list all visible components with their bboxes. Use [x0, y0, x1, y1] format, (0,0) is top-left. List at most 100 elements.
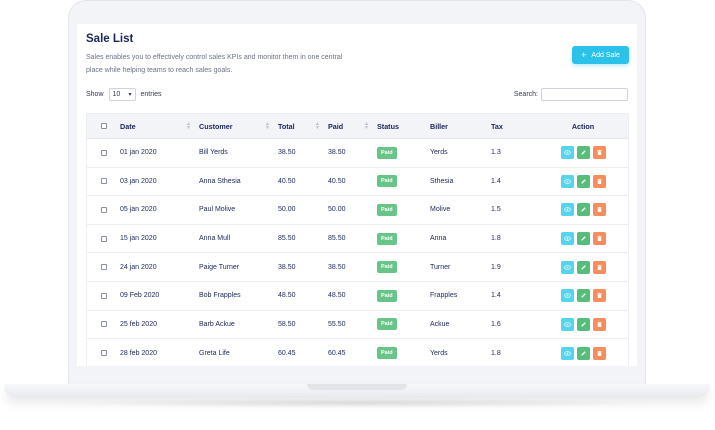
cell-tax: 1.4 [491, 292, 501, 300]
status-badge: Paid [377, 203, 397, 216]
view-button[interactable] [560, 346, 574, 360]
table-row: 09 Feb 2020 Bob Frapples 48.50 48.50 Pai… [87, 282, 628, 311]
cell-status: Paid [377, 347, 430, 360]
pencil-icon [580, 207, 586, 213]
cell-actions [536, 203, 630, 217]
column-header-customer[interactable]: Customer ▲ ▼ [199, 122, 278, 131]
column-header-action: Action [536, 122, 630, 131]
status-badge: Paid [377, 146, 397, 159]
cell-paid: 55.50 [328, 320, 346, 328]
cell-biller: Yerds [430, 149, 448, 157]
delete-button[interactable] [592, 317, 606, 331]
row-checkbox[interactable] [100, 206, 107, 213]
view-button[interactable] [560, 317, 574, 331]
view-button[interactable] [560, 289, 574, 303]
delete-button[interactable] [592, 289, 606, 303]
cell-paid: 85.50 [328, 235, 346, 243]
eye-icon [563, 179, 571, 184]
cell-biller: Frapples [430, 292, 458, 300]
cell-status: Paid [377, 203, 430, 216]
row-checkbox[interactable] [100, 321, 107, 328]
status-badge: Paid [377, 318, 397, 331]
trash-icon [596, 321, 602, 327]
column-header-total[interactable]: Total ▲ ▼ [278, 122, 328, 131]
status-badge: Paid [377, 232, 397, 245]
row-checkbox[interactable] [100, 149, 107, 156]
view-button[interactable] [560, 174, 574, 188]
cell-biller: Anna [430, 235, 447, 243]
row-select-cell [87, 264, 120, 271]
search-input[interactable] [541, 88, 628, 101]
row-checkbox[interactable] [100, 235, 107, 242]
cell-total: 40.50 [278, 177, 296, 185]
add-sale-button[interactable]: + Add Sale [572, 46, 629, 64]
column-header-status[interactable]: Status [377, 122, 430, 131]
cell-total: 38.50 [278, 263, 296, 271]
row-checkbox[interactable] [100, 264, 107, 271]
cell-paid: 38.50 [328, 149, 346, 157]
cell-customer: Bill Yerds [199, 149, 228, 157]
cell-tax: 1.8 [491, 235, 501, 243]
column-header-biller[interactable]: Biller [430, 122, 491, 131]
cell-customer: Anna Sthesia [199, 177, 241, 185]
eye-icon [563, 293, 571, 298]
show-label: Show [86, 91, 104, 98]
edit-button[interactable] [576, 317, 590, 331]
table-row: 24 jan 2020 Paige Turner 38.50 38.50 Pai… [87, 253, 628, 282]
delete-button[interactable] [592, 260, 606, 274]
delete-button[interactable] [592, 346, 606, 360]
cell-customer: Bob Frapples [199, 292, 241, 300]
entries-control: Show 10 ▾ entries [86, 88, 162, 101]
entries-label: entries [140, 91, 162, 98]
edit-button[interactable] [576, 146, 590, 160]
view-button[interactable] [560, 260, 574, 274]
cell-tax: 1.9 [491, 263, 501, 271]
delete-button[interactable] [592, 174, 606, 188]
select-all-checkbox[interactable] [100, 123, 107, 129]
cell-paid: 40.50 [328, 177, 346, 185]
cell-status: Paid [377, 318, 430, 331]
table-row: 28 feb 2020 Greta Life 60.45 60.45 Paid … [87, 339, 628, 366]
column-header-date[interactable]: Date ▲ ▼ [120, 122, 199, 131]
edit-button[interactable] [576, 289, 590, 303]
pencil-icon [580, 236, 586, 241]
delete-button[interactable] [592, 203, 606, 217]
laptop-screen: Sale List Sales enables you to effective… [77, 24, 637, 366]
row-checkbox[interactable] [100, 292, 107, 299]
eye-icon [563, 150, 571, 155]
cell-paid: 60.45 [328, 349, 346, 357]
view-button[interactable] [560, 203, 574, 217]
view-button[interactable] [560, 232, 574, 246]
column-header-paid[interactable]: Paid ▲ ▼ [328, 122, 377, 131]
edit-button[interactable] [576, 346, 590, 360]
cell-tax: 1.3 [491, 149, 501, 157]
cell-customer: Paul Molive [199, 206, 236, 214]
column-header-tax[interactable]: Tax [491, 122, 536, 131]
table-body: 01 jan 2020 Bill Yerds 38.50 38.50 Paid … [87, 139, 628, 366]
view-button[interactable] [560, 146, 574, 160]
cell-date: 01 jan 2020 [120, 149, 157, 157]
delete-button[interactable] [592, 232, 606, 246]
cell-biller: Molive [430, 206, 451, 214]
sort-icon: ▲ ▼ [364, 121, 369, 131]
delete-button[interactable] [592, 146, 606, 160]
edit-button[interactable] [576, 174, 590, 188]
trash-icon [596, 350, 602, 356]
table-header: Date ▲ ▼ Customer ▲ ▼ Total ▲ ▼ Paid ▲ ▼ Sta… [87, 114, 628, 139]
cell-actions [536, 346, 630, 360]
entries-select[interactable]: 10 ▾ [108, 88, 136, 101]
trash-icon [596, 150, 602, 156]
edit-button[interactable] [576, 260, 590, 274]
row-checkbox[interactable] [100, 350, 107, 357]
table-row: 05 jan 2020 Paul Molive 50.00 50.00 Paid… [87, 196, 628, 225]
cell-date: 05 jan 2020 [120, 206, 157, 214]
edit-button[interactable] [576, 232, 590, 246]
add-sale-label: Add Sale [591, 51, 620, 59]
cell-total: 38.50 [278, 149, 296, 157]
search-label: Search: [513, 91, 538, 98]
row-checkbox[interactable] [100, 178, 107, 185]
edit-button[interactable] [576, 203, 590, 217]
cell-date: 25 feb 2020 [120, 320, 157, 328]
cell-total: 48.50 [278, 292, 296, 300]
cell-paid: 38.50 [328, 263, 346, 271]
